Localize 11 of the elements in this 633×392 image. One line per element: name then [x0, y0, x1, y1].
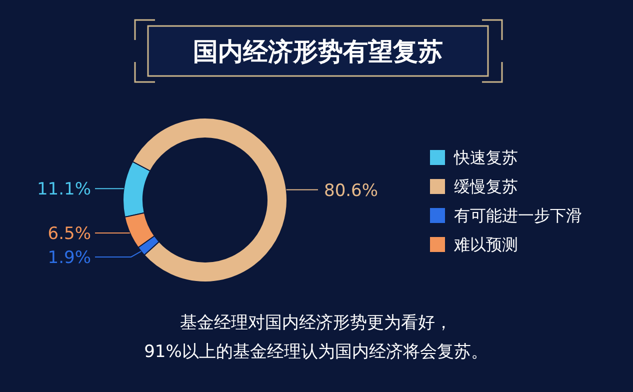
- data-label: 80.6%: [324, 180, 378, 201]
- title: 国内经济形势有望复苏: [193, 37, 443, 66]
- legend-label: 快速复苏: [453, 148, 518, 167]
- data-label: 6.5%: [48, 224, 91, 244]
- text: 基金经理对国内经济形势更为看好，: [180, 313, 452, 333]
- data-label: 11.1%: [36, 180, 91, 200]
- data-label: 1.9%: [48, 248, 91, 268]
- text: 91%以上的基金经理认为国内经济将会复苏。: [144, 342, 488, 362]
- legend-label: 缓慢复苏: [454, 177, 518, 196]
- legend-label: 有可能进一步下滑: [454, 206, 582, 225]
- legend-label: 难以预测: [453, 235, 518, 254]
